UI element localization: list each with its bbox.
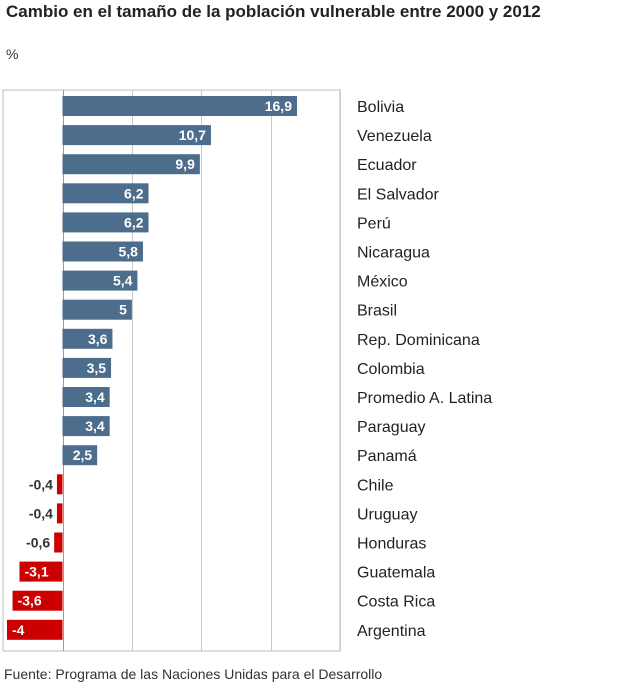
chart-title: Cambio en el tamaño de la población vuln… (6, 2, 541, 21)
bar-value-label: -0,6 (26, 535, 50, 551)
bar-value-label: 3,6 (88, 331, 108, 347)
bar (62, 270, 138, 291)
category-label: Colombia (357, 361, 425, 378)
category-label: Nicaragua (357, 245, 430, 262)
source-note: Fuente: Programa de las Naciones Unidas … (4, 666, 383, 682)
bar (62, 328, 113, 349)
bar-value-label: -0,4 (29, 476, 53, 492)
bar-value-label: 6,2 (124, 185, 144, 201)
bar-value-label: 10,7 (179, 127, 206, 143)
bar (54, 532, 63, 553)
bar-chart: 16,9 Bolivia 10,7 Venezuela 9,9 Ecuador 6,2 El … (2, 89, 492, 652)
bar-value-label: 5,4 (113, 273, 133, 289)
bar-value-label: 3,4 (85, 389, 105, 405)
bar (62, 357, 112, 378)
bar (56, 503, 63, 524)
category-label: Venezuela (357, 128, 432, 145)
bar-value-label: 16,9 (265, 98, 292, 114)
bar-value-label: -3,1 (24, 564, 48, 580)
bar (62, 154, 200, 175)
bar-value-label: 9,9 (175, 156, 195, 172)
bar-value-label: 5,8 (119, 244, 139, 260)
bar (62, 445, 98, 466)
category-label: Panamá (357, 448, 417, 465)
category-label: Honduras (357, 536, 426, 553)
bar (56, 474, 63, 495)
category-label: Argentina (357, 623, 426, 640)
category-label: Chile (357, 477, 394, 494)
bar (62, 183, 149, 204)
category-label: Bolivia (357, 99, 404, 116)
category-label: México (357, 274, 408, 291)
category-label: Paraguay (357, 419, 426, 436)
category-label: Costa Rica (357, 594, 435, 611)
bar (19, 561, 63, 582)
category-label: Rep. Dominicana (357, 332, 480, 349)
bar-value-label: -0,4 (29, 505, 53, 521)
category-label: Perú (357, 215, 391, 232)
bar-value-label: -3,6 (18, 593, 42, 609)
bar-value-label: 6,2 (124, 214, 144, 230)
bar-value-label: -4 (12, 622, 25, 638)
bar-value-label: 2,5 (73, 447, 93, 463)
category-label: El Salvador (357, 186, 439, 203)
category-label: Guatemala (357, 565, 435, 582)
bar-value-label: 3,5 (87, 360, 107, 376)
category-label: Brasil (357, 303, 397, 320)
bar (62, 212, 149, 233)
unit-label: % (6, 46, 19, 62)
bar (7, 619, 63, 640)
bar (62, 241, 143, 262)
bar (62, 125, 211, 146)
bar (62, 299, 132, 320)
bar (62, 416, 110, 437)
category-label: Promedio A. Latina (357, 390, 492, 407)
category-label: Uruguay (357, 506, 417, 523)
bar-value-label: 5 (119, 302, 127, 318)
bar (62, 96, 297, 116)
category-label: Ecuador (357, 157, 417, 174)
bar (62, 387, 110, 407)
bar (12, 590, 63, 611)
bar-value-label: 3,4 (85, 418, 105, 434)
